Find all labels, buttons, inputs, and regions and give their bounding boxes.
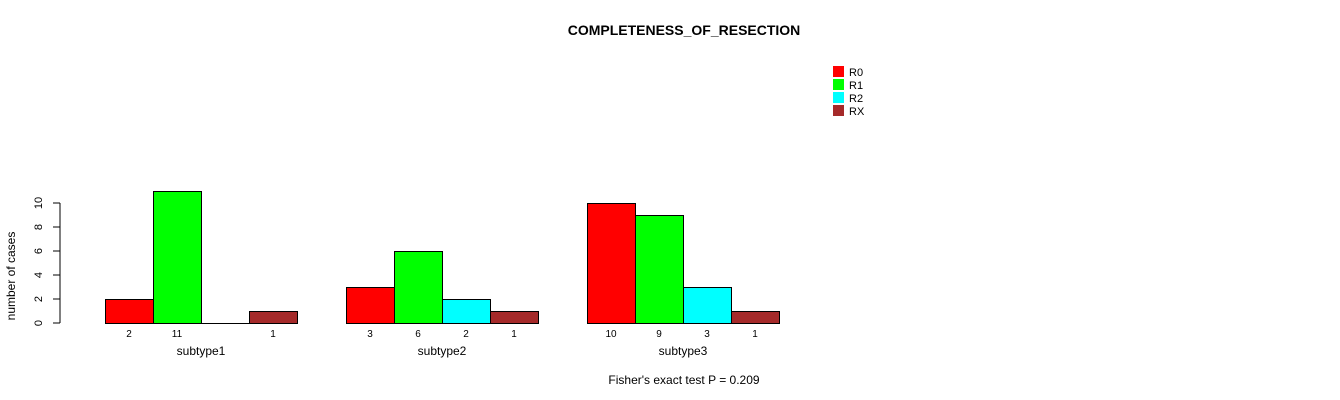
legend-swatch-rx xyxy=(833,105,844,116)
y-tick-label: 4 xyxy=(33,272,45,278)
category-label: subtype1 xyxy=(177,344,226,358)
bar-group-subtype2: 3 6 2 1 subtype2 xyxy=(346,251,539,358)
bar-rx-subtype3 xyxy=(731,311,780,324)
bar-value-label: 9 xyxy=(656,329,662,340)
bar-r0-subtype1 xyxy=(105,299,154,324)
legend-label-r1: R1 xyxy=(849,80,863,92)
bar-value-label: 3 xyxy=(367,329,373,340)
y-axis: 0 2 4 6 8 10 xyxy=(33,197,61,326)
bar-r2-subtype2 xyxy=(442,299,491,324)
bar-value-label: 3 xyxy=(704,329,710,340)
y-tick-label: 10 xyxy=(33,197,45,209)
y-axis-label: number of cases xyxy=(4,232,18,321)
legend-label-r0: R0 xyxy=(849,67,863,79)
bar-value-label: 11 xyxy=(172,329,183,340)
bar-rx-subtype2 xyxy=(490,311,539,324)
bar-r0-subtype2 xyxy=(346,287,395,324)
bar-value-label: 1 xyxy=(270,329,276,340)
y-tick-label: 2 xyxy=(33,296,45,302)
bar-r1-subtype3 xyxy=(635,215,684,324)
legend-swatch-r2 xyxy=(833,92,844,103)
bar-group-subtype3: 10 9 3 1 subtype3 xyxy=(587,203,780,358)
bar-r1-subtype1 xyxy=(153,191,202,324)
legend-label-rx: RX xyxy=(849,106,865,118)
bar-value-label: 1 xyxy=(511,329,517,340)
bar-value-label: 2 xyxy=(126,329,132,340)
bar-r1-subtype2 xyxy=(394,251,443,324)
category-label: subtype2 xyxy=(418,344,467,358)
bar-rx-subtype1 xyxy=(249,311,298,324)
category-label: subtype3 xyxy=(659,344,708,358)
bar-value-label: 1 xyxy=(752,329,758,340)
bar-value-label: 6 xyxy=(415,329,421,340)
chart-title: COMPLETENESS_OF_RESECTION xyxy=(568,22,801,38)
y-tick-label: 0 xyxy=(33,320,45,326)
bar-r2-subtype3 xyxy=(683,287,732,324)
legend-label-r2: R2 xyxy=(849,93,863,105)
legend-swatch-r0 xyxy=(833,66,844,77)
fisher-test-annotation: Fisher's exact test P = 0.209 xyxy=(608,373,759,387)
legend-swatch-r1 xyxy=(833,79,844,90)
bar-r0-subtype3 xyxy=(587,203,636,324)
bar-value-label: 2 xyxy=(463,329,469,340)
y-tick-label: 8 xyxy=(33,224,45,230)
y-tick-label: 6 xyxy=(33,248,45,254)
bar-value-label: 10 xyxy=(605,329,617,340)
